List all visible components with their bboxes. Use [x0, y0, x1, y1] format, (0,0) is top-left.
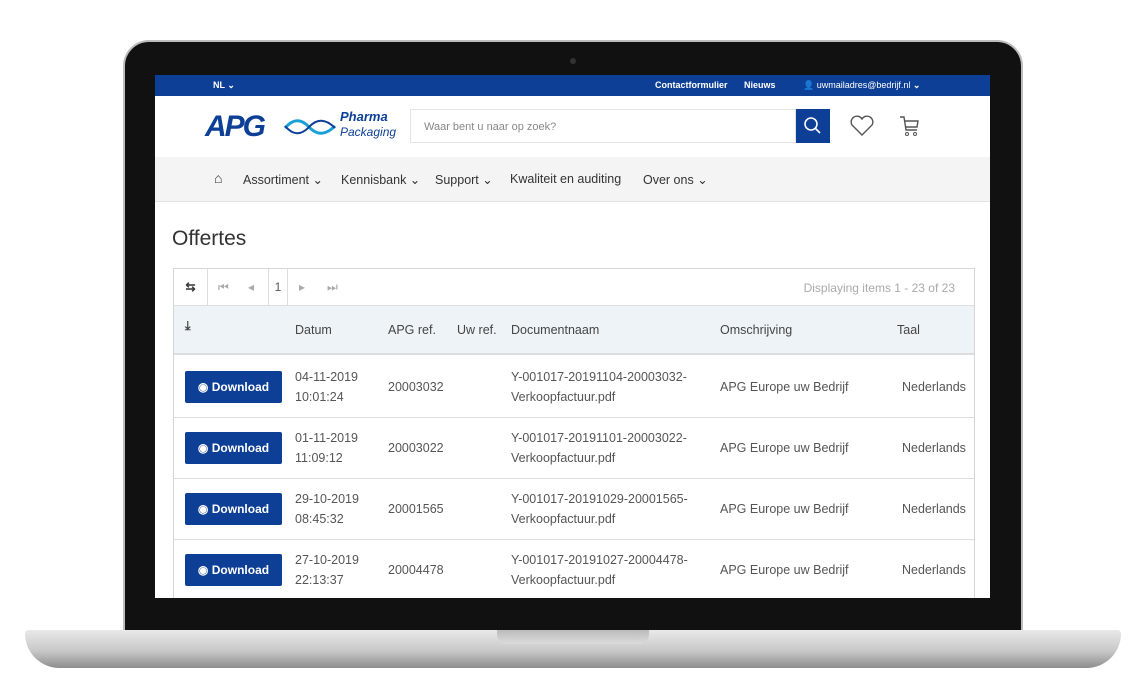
apg-ref: 20003022: [388, 441, 444, 455]
home-icon[interactable]: ⌂: [214, 170, 223, 186]
language: Nederlands: [902, 380, 966, 394]
contact-link[interactable]: Contactformulier: [655, 80, 728, 90]
language: Nederlands: [902, 563, 966, 577]
eye-icon: ◉: [197, 441, 209, 455]
document-name[interactable]: Y-001017-20191101-20003022-: [511, 431, 687, 445]
camera: [570, 58, 576, 64]
document-name[interactable]: Y-001017-20191029-20001565-: [511, 492, 688, 506]
nav-item-over-ons[interactable]: Over ons ⌄: [643, 173, 708, 187]
nav-item-assortiment[interactable]: Assortiment ⌄: [243, 173, 323, 187]
table-row: ◉ Download 29-10-2019 08:45:32 20001565 …: [174, 479, 974, 540]
first-page-icon[interactable]: ⏮: [218, 280, 229, 294]
nav-label: Over ons: [643, 173, 694, 187]
search-button[interactable]: [796, 109, 830, 143]
column-header[interactable]: APG ref.: [388, 323, 436, 337]
date: 29-10-2019: [295, 492, 359, 506]
date: 04-11-2019: [295, 370, 359, 384]
heart-icon[interactable]: [849, 114, 875, 138]
account-menu[interactable]: 👤 uwmailadres@bedrijf.nl ⌄: [803, 80, 921, 90]
prev-page-icon[interactable]: ◂: [248, 280, 255, 294]
nav-item-support[interactable]: Support ⌄: [435, 173, 493, 187]
quotes-grid: ⇆ ⏮ ◂ 1 ▸ ⏭ Displaying items 1 - 23 of 2…: [173, 268, 975, 598]
logo[interactable]: APG Pharma Packaging: [205, 108, 400, 144]
document-name[interactable]: Y-001017-20191027-20004478-: [511, 553, 688, 567]
button-label: Download: [211, 502, 270, 516]
description: APG Europe uw Bedrijf: [720, 380, 849, 394]
document-name[interactable]: Y-001017-20191104-20003032-: [511, 370, 687, 384]
column-header[interactable]: Documentnaam: [511, 323, 600, 337]
language: Nederlands: [902, 502, 966, 516]
apg-ref: 20004478: [388, 563, 444, 577]
button-label: Download: [211, 380, 270, 394]
next-page-icon[interactable]: ▸: [299, 280, 306, 294]
dna-icon: [283, 119, 337, 135]
download-button[interactable]: ◉ Download: [185, 432, 282, 464]
time: 08:45:32: [295, 512, 344, 526]
language-label: NL: [213, 80, 225, 90]
button-label: Download: [211, 563, 270, 577]
time: 10:01:24: [295, 390, 344, 404]
search-input[interactable]: Waar bent u naar op zoek?: [410, 109, 796, 143]
date: 01-11-2019: [295, 431, 359, 445]
date: 27-10-2019: [295, 553, 359, 567]
eye-icon: ◉: [197, 563, 209, 577]
download-icon: ⤓: [185, 319, 191, 333]
nav-label: Support: [435, 173, 479, 187]
eye-icon: ◉: [197, 380, 209, 394]
cart-icon[interactable]: [898, 114, 922, 138]
last-page-icon[interactable]: ⏭: [327, 280, 338, 294]
column-header[interactable]: Uw ref.: [457, 323, 497, 337]
document-name[interactable]: Verkoopfactuur.pdf: [511, 573, 616, 587]
nav-label: Kennisbank: [341, 173, 407, 187]
page-number[interactable]: 1: [268, 269, 288, 305]
document-name[interactable]: Verkoopfactuur.pdf: [511, 512, 616, 526]
description: APG Europe uw Bedrijf: [720, 563, 849, 577]
header: APG Pharma Packaging Waar bent u naar op…: [155, 96, 990, 157]
user-icon: 👤: [803, 80, 815, 90]
nav-item-kwaliteit[interactable]: Kwaliteit en auditing: [510, 172, 622, 186]
page-title: Offertes: [172, 227, 247, 250]
logo-sub: Pharma: [340, 109, 388, 124]
top-bar: NL ⌄ Contactformulier Nieuws 👤 uwmailadr…: [155, 75, 990, 96]
column-header[interactable]: Omschrijving: [720, 323, 793, 337]
table-row: ◉ Download 27-10-2019 22:13:37 20004478 …: [174, 540, 974, 598]
column-header[interactable]: Taal: [897, 323, 920, 337]
table-header: ⤓ Datum APG ref. Uw ref. Documentnaam Om…: [174, 306, 974, 355]
apg-ref: 20001565: [388, 502, 444, 516]
screen: NL ⌄ Contactformulier Nieuws 👤 uwmailadr…: [155, 75, 990, 598]
download-button[interactable]: ◉ Download: [185, 493, 282, 525]
logo-text: APG: [205, 110, 266, 143]
account-email: uwmailadres@bedrijf.nl: [816, 80, 911, 90]
refresh-icon[interactable]: ⇆: [174, 269, 208, 305]
main-nav: ⌂ Assortiment ⌄ Kennisbank ⌄ Support ⌄ K…: [155, 157, 990, 202]
table-row: ◉ Download 01-11-2019 11:09:12 20003022 …: [174, 418, 974, 479]
language: Nederlands: [902, 441, 966, 455]
paging-status: Displaying items 1 - 23 of 23: [803, 281, 955, 295]
table-row: ◉ Download 04-11-2019 10:01:24 20003032 …: [174, 357, 974, 418]
button-label: Download: [211, 441, 270, 455]
grid-toolbar: ⇆ ⏮ ◂ 1 ▸ ⏭ Displaying items 1 - 23 of 2…: [174, 269, 974, 306]
download-button[interactable]: ◉ Download: [185, 371, 282, 403]
document-name[interactable]: Verkoopfactuur.pdf: [511, 451, 616, 465]
news-link[interactable]: Nieuws: [744, 80, 776, 90]
logo-sub: Packaging: [340, 125, 397, 139]
column-header[interactable]: Datum: [295, 323, 332, 337]
nav-label: Assortiment: [243, 173, 309, 187]
eye-icon: ◉: [197, 502, 209, 516]
search-icon: [804, 117, 821, 134]
time: 22:13:37: [295, 573, 344, 587]
description: APG Europe uw Bedrijf: [720, 502, 849, 516]
apg-ref: 20003032: [388, 380, 444, 394]
download-button[interactable]: ◉ Download: [185, 554, 282, 586]
nav-item-kennisbank[interactable]: Kennisbank ⌄: [341, 173, 421, 187]
laptop-notch: [497, 630, 649, 644]
document-name[interactable]: Verkoopfactuur.pdf: [511, 390, 616, 404]
time: 11:09:12: [295, 451, 343, 465]
description: APG Europe uw Bedrijf: [720, 441, 849, 455]
language-select[interactable]: NL ⌄: [213, 80, 235, 90]
